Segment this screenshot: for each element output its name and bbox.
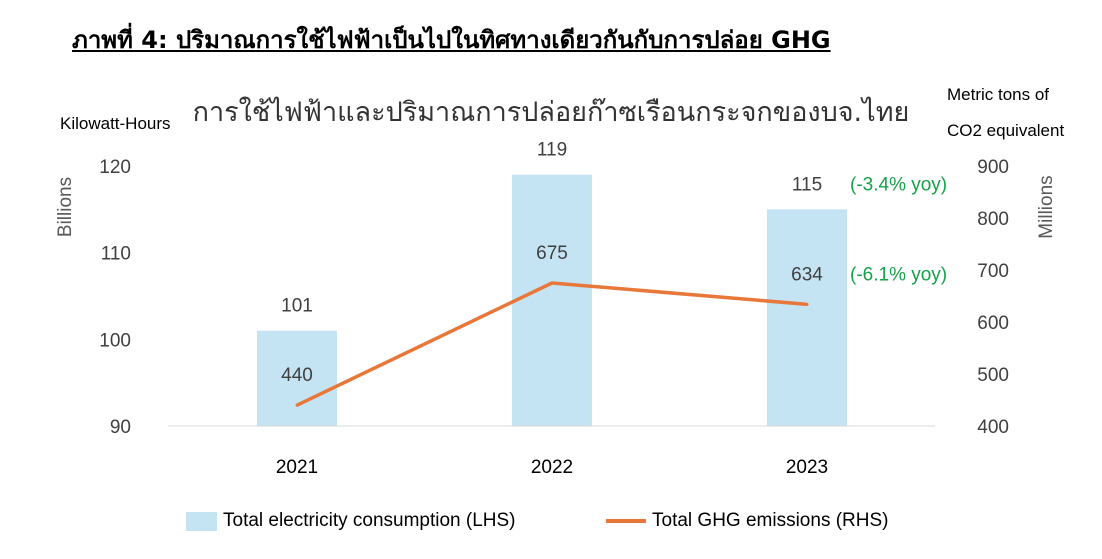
bar-value-label: 101 bbox=[281, 296, 313, 317]
line-point-2022 bbox=[550, 281, 554, 285]
right-axis-tick: 400 bbox=[977, 417, 1009, 438]
right-axis-tick: 900 bbox=[977, 157, 1009, 178]
line-value-label: 675 bbox=[536, 243, 568, 264]
bar-value-label: 115 bbox=[792, 174, 822, 195]
bar-2022 bbox=[512, 174, 592, 426]
right-axis-unit-line1: Metric tons of bbox=[947, 85, 1049, 104]
legend-label-bars: Total electricity consumption (LHS) bbox=[223, 510, 516, 531]
yoy-annotation-bar: (-3.4% yoy) bbox=[850, 174, 947, 195]
legend-item-bars: Total electricity consumption (LHS) bbox=[186, 510, 516, 532]
line-point-2021 bbox=[295, 403, 299, 407]
bar-value-label: 119 bbox=[537, 140, 567, 161]
left-axis-tick: 100 bbox=[99, 330, 131, 351]
line-point-2023 bbox=[805, 302, 809, 306]
left-axis-tick: 110 bbox=[101, 244, 131, 265]
left-axis-unit: Kilowatt-Hours bbox=[60, 114, 171, 133]
legend-swatch-bar bbox=[186, 511, 217, 531]
left-axis-scale-label: Billions bbox=[55, 177, 76, 237]
chart-title: การใช้ไฟฟ้าและปริมาณการปล่อยก๊าซเรือนกระ… bbox=[193, 96, 910, 128]
figure-heading: ภาพที่ 4: ปริมาณการใช้ไฟฟ้าเป็นไปในทิศทา… bbox=[72, 26, 831, 54]
right-axis-tick: 600 bbox=[977, 313, 1009, 334]
line-value-label: 440 bbox=[281, 365, 313, 386]
right-axis-unit-line2: CO2 equivalent bbox=[947, 121, 1064, 140]
right-axis-scale-label: Millions bbox=[1036, 175, 1057, 238]
legend-item-line: Total GHG emissions (RHS) bbox=[606, 510, 889, 532]
x-axis-tick: 2022 bbox=[531, 457, 573, 478]
right-axis-tick: 800 bbox=[977, 209, 1009, 230]
right-axis-tick: 700 bbox=[977, 261, 1009, 282]
bar-2023 bbox=[767, 209, 847, 426]
right-axis-tick: 500 bbox=[977, 365, 1009, 386]
legend-swatch-line bbox=[606, 519, 646, 523]
combo-chart: การใช้ไฟฟ้าและปริมาณการปล่อยก๊าซเรือนกระ… bbox=[55, 85, 1064, 478]
left-axis-tick: 120 bbox=[99, 157, 131, 178]
bar-2021 bbox=[257, 330, 337, 426]
line-value-label: 634 bbox=[791, 264, 823, 285]
x-axis-tick: 2023 bbox=[786, 457, 828, 478]
left-axis-tick: 90 bbox=[110, 417, 131, 438]
yoy-annotation-line: (-6.1% yoy) bbox=[850, 264, 947, 285]
legend-label-line: Total GHG emissions (RHS) bbox=[652, 510, 889, 531]
x-axis-tick: 2021 bbox=[276, 457, 318, 478]
